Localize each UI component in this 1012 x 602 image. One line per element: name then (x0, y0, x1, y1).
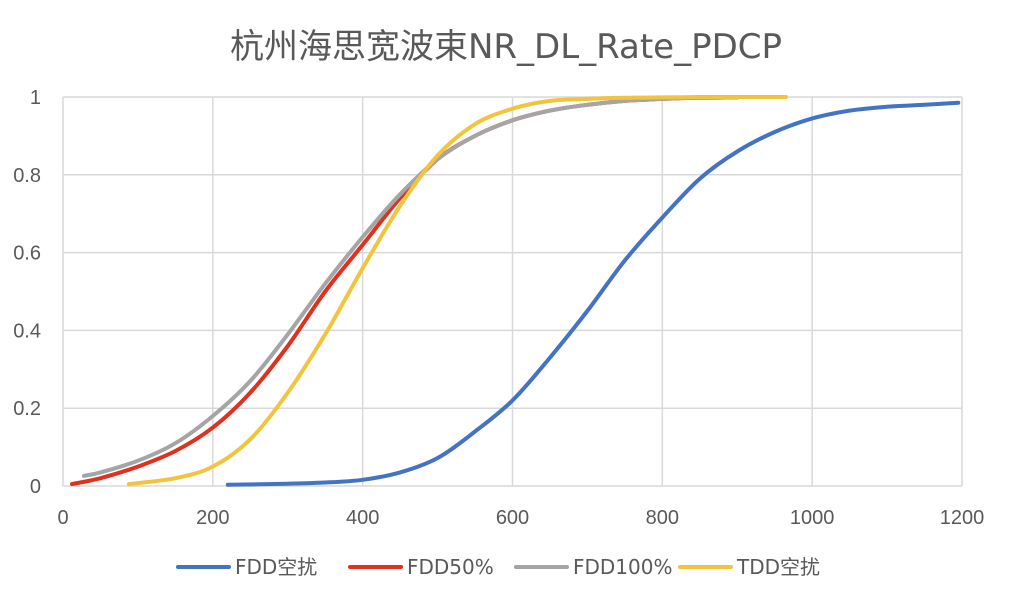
x-tick-label: 0 (57, 507, 68, 529)
axis-ticks: 0 0.2 0.4 0.6 0.8 1 0 200 400 600 800 1000 1200 (13, 87, 984, 529)
grid (62, 96, 963, 487)
series-line-2 (70, 95, 740, 487)
y-tick-label: 0 (30, 476, 41, 498)
x-tick-label: 1200 (940, 507, 985, 529)
series-line-3 (82, 95, 740, 478)
chart-title: 杭州海思宽波束NR_DL_Rate_PDCP (230, 27, 782, 67)
y-tick-label: 1 (30, 87, 41, 109)
legend-label: FDD50% (407, 555, 494, 579)
y-tick-label: 0.4 (13, 320, 41, 342)
y-tick-label: 0.6 (13, 243, 41, 265)
legend-label: TDD空扰 (736, 555, 820, 579)
series-line-1 (225, 100, 961, 487)
legend-label: FDD100% (573, 555, 672, 579)
x-tick-label: 600 (496, 507, 529, 529)
series-line-4 (126, 94, 788, 487)
legend-label: FDD空扰 (235, 555, 317, 579)
y-tick-label: 0.2 (13, 398, 41, 420)
legend: FDD空扰 FDD50% FDD100% TDD空扰 (176, 555, 820, 579)
x-tick-label: 800 (646, 507, 679, 529)
x-tick-label: 200 (196, 507, 229, 529)
x-tick-label: 400 (346, 507, 379, 529)
series-lines (70, 94, 961, 487)
x-tick-label: 1000 (790, 507, 835, 529)
y-tick-label: 0.8 (13, 165, 41, 187)
